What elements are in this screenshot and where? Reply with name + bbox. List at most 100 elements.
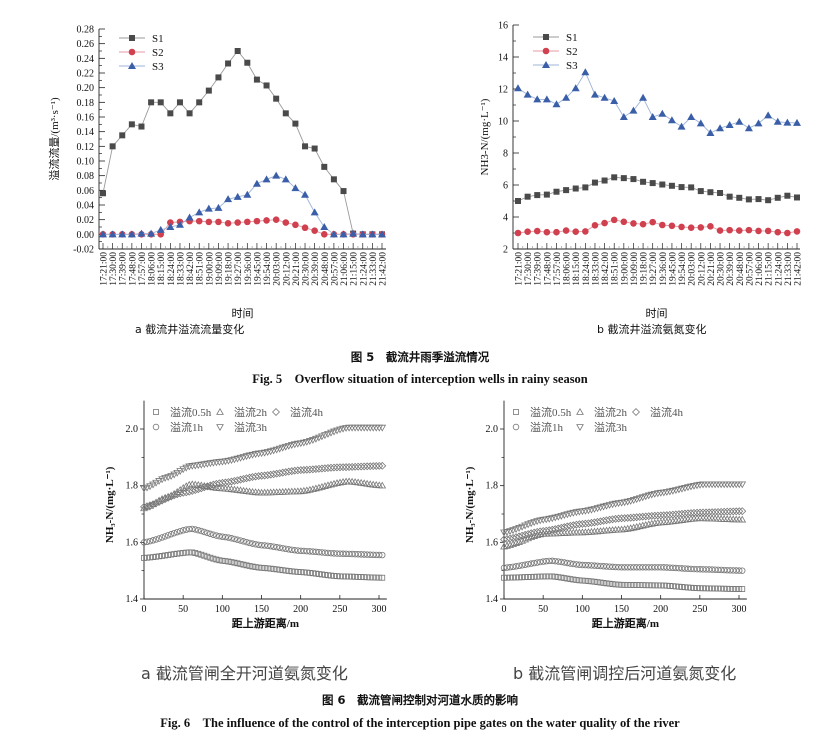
- y-tick-label: 14: [498, 53, 508, 64]
- x-tick-label: 19:45:00: [668, 252, 678, 286]
- data-point: [321, 549, 329, 556]
- data-point: [705, 566, 713, 573]
- data-point: [521, 535, 530, 543]
- data-point: [254, 472, 263, 481]
- data-point: [521, 561, 529, 568]
- data-point: [345, 463, 354, 471]
- data-point: [167, 473, 176, 480]
- legend-item: S1: [119, 33, 164, 45]
- data-point: [618, 581, 625, 588]
- data-point: [699, 566, 707, 573]
- x-tick-label: 18:33:00: [591, 252, 601, 286]
- data-point: [348, 550, 356, 558]
- data-point: [672, 564, 680, 572]
- data-point: [660, 564, 668, 571]
- data-point: [561, 575, 568, 581]
- data-point: [639, 564, 646, 571]
- data-point: [656, 511, 665, 520]
- data-point: [626, 513, 635, 522]
- data-point: [109, 143, 116, 150]
- x-tick-label: 50: [178, 604, 188, 615]
- data-point: [579, 577, 586, 584]
- data-point: [279, 545, 286, 552]
- data-point: [513, 574, 519, 581]
- fig5b-chart: 2 4 6 8 10 12 14 16 17:21:00 17:30:00 17:39:00 17:4…: [479, 21, 804, 321]
- legend-label: 溢流2h: [594, 405, 627, 419]
- data-point: [624, 581, 631, 588]
- x-tick-label: 250: [692, 604, 707, 615]
- data-point: [144, 554, 150, 561]
- data-point: [263, 471, 272, 480]
- legend-marker: [542, 61, 550, 68]
- data-point: [618, 564, 625, 571]
- data-point: [340, 188, 347, 195]
- data-point: [99, 230, 107, 238]
- data-point: [665, 510, 674, 519]
- data-point: [617, 514, 626, 523]
- data-point: [370, 551, 377, 559]
- data-point: [372, 462, 381, 470]
- data-point: [506, 534, 514, 543]
- data-point: [697, 585, 703, 592]
- series-line: [102, 50, 382, 235]
- data-point: [539, 527, 548, 535]
- data-point: [537, 573, 544, 580]
- x-tick-label: 20:03:00: [273, 252, 283, 286]
- data-point: [624, 564, 631, 571]
- legend-label: S1: [152, 33, 164, 45]
- legend-label: 溢流1h: [530, 420, 563, 434]
- data-point: [168, 551, 175, 558]
- data-point: [764, 227, 772, 235]
- data-point: [215, 74, 222, 81]
- x-tick-label: 19:27:00: [649, 252, 659, 286]
- data-point: [336, 478, 344, 486]
- data-point: [214, 203, 223, 211]
- data-point: [264, 565, 271, 572]
- x-tick-label: 21:33:00: [784, 252, 794, 286]
- y-tick-label: 10: [498, 117, 508, 128]
- data-point: [645, 564, 652, 571]
- data-point: [588, 562, 595, 569]
- data-point: [521, 522, 530, 530]
- data-point: [530, 559, 538, 567]
- data-point: [308, 465, 317, 474]
- data-point: [512, 563, 520, 570]
- data-point: [576, 577, 583, 584]
- data-point: [224, 220, 232, 227]
- data-point: [282, 545, 289, 553]
- data-point: [146, 501, 154, 510]
- fig5a-chart: -0.02 0.00 0.02 0.04 0.06 0.08 0.10 0.12 0.14 0.1…: [47, 25, 389, 321]
- series-line: [103, 175, 382, 235]
- x-tick-label: 19:45:00: [253, 252, 263, 286]
- data-point: [141, 555, 147, 561]
- data-point: [357, 462, 366, 471]
- y-tick-label: -0.02: [73, 245, 94, 256]
- data-point: [709, 585, 715, 592]
- data-point: [311, 145, 318, 152]
- data-point: [510, 574, 516, 581]
- data-point: [667, 116, 676, 124]
- x-axis-title: 距上游距离/m: [232, 616, 299, 630]
- data-point: [225, 558, 232, 565]
- data-point: [528, 574, 535, 580]
- legend-marker: [543, 34, 549, 40]
- data-point: [504, 574, 510, 581]
- data-point: [128, 121, 135, 128]
- data-point: [157, 99, 164, 106]
- data-point: [514, 84, 522, 92]
- data-point: [334, 573, 340, 580]
- x-tick-label: 19:00:00: [205, 252, 215, 286]
- series-triangle-up: [500, 514, 747, 550]
- data-point: [327, 429, 335, 437]
- data-point: [311, 227, 318, 234]
- data-point: [608, 515, 617, 524]
- data-point: [697, 188, 704, 195]
- data-point: [182, 464, 191, 472]
- data-point: [573, 561, 580, 568]
- data-point: [612, 563, 619, 571]
- data-point: [203, 482, 212, 491]
- data-point: [267, 543, 274, 550]
- data-point: [147, 554, 153, 561]
- data-point: [222, 558, 229, 564]
- data-point: [312, 435, 320, 443]
